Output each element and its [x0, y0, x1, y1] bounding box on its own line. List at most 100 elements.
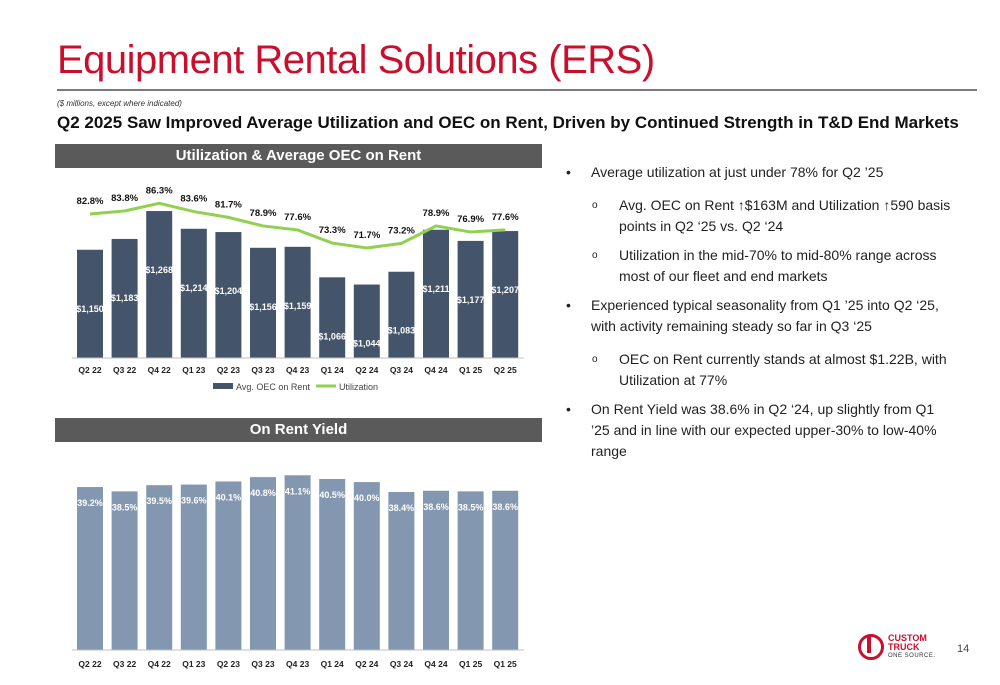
title-divider — [57, 89, 977, 91]
oec-bar — [215, 232, 242, 358]
x-tick-label: Q2 22 — [78, 365, 101, 375]
logo-one-icon — [867, 637, 871, 653]
yield-bar-label: 40.8% — [250, 488, 276, 498]
utilization-label: 81.7% — [215, 199, 242, 210]
yield-bar — [319, 478, 346, 650]
legend-utilization-label: Utilization — [339, 382, 378, 392]
oec-bar-label: $1,268 — [145, 265, 173, 275]
yield-bar — [146, 485, 173, 650]
bullet-icon: • — [566, 297, 571, 313]
logo-wordmark: CUSTOM TRUCK — [888, 634, 927, 652]
bullet-item: • Average utilization at just under 78% f… — [566, 162, 956, 183]
sub-bullet-text: Avg. OEC on Rent ↑$163M and Utilization … — [619, 197, 951, 234]
yield-bar-label: 38.5% — [112, 502, 138, 512]
oec-bar-label: $1,150 — [76, 304, 104, 314]
x-tick-label: Q2 24 — [355, 659, 378, 669]
bullet-item: • On Rent Yield was 38.6% in Q2 ‘24, up s… — [566, 399, 956, 462]
x-tick-label: Q2 23 — [217, 659, 240, 669]
x-tick-label: Q4 23 — [286, 659, 309, 669]
x-tick-label: Q1 25 — [494, 659, 517, 669]
oec-bar — [423, 229, 449, 358]
x-tick-label: Q4 24 — [424, 365, 447, 375]
yield-bar — [180, 484, 207, 650]
commentary-bullets: • Average utilization at just under 78% f… — [566, 162, 956, 474]
bullet-icon: • — [566, 164, 571, 180]
yield-bar-label: 40.5% — [319, 490, 345, 500]
yield-bar — [388, 492, 415, 650]
x-tick-label: Q3 22 — [113, 659, 136, 669]
legend-oec-swatch — [213, 383, 233, 389]
utilization-label: 73.3% — [319, 225, 346, 236]
oec-bar-label: $1,214 — [180, 283, 208, 293]
yield-bar — [111, 491, 138, 650]
x-tick-label: Q3 23 — [251, 659, 274, 669]
yield-bar — [423, 490, 449, 650]
yield-bar — [250, 477, 276, 650]
yield-chart-title: On Rent Yield — [55, 418, 542, 442]
logo-line1: CUSTOM — [888, 633, 927, 643]
utilization-label: 86.3% — [146, 185, 173, 196]
yield-bar-label: 39.6% — [181, 496, 207, 506]
yield-bar-label: 39.2% — [77, 498, 103, 508]
utilization-label: 77.6% — [492, 212, 519, 223]
bullet-text: Experienced typical seasonality from Q1 … — [591, 297, 939, 334]
utilization-chart-title: Utilization & Average OEC on Rent — [55, 144, 542, 168]
utilization-label: 71.7% — [353, 230, 380, 241]
yield-bar — [353, 482, 380, 650]
x-tick-label: Q2 23 — [217, 365, 240, 375]
yield-bar-label: 38.6% — [492, 502, 518, 512]
oec-bar-label: $1,177 — [457, 295, 485, 305]
oec-bar-label: $1,066 — [318, 331, 346, 341]
x-tick-label: Q3 24 — [390, 659, 413, 669]
utilization-label: 78.9% — [423, 208, 450, 219]
x-tick-label: Q4 22 — [148, 659, 171, 669]
yield-bar-label: 38.4% — [389, 503, 415, 513]
oec-bar — [250, 247, 276, 358]
logo-ring-icon — [858, 634, 884, 660]
x-tick-label: Q2 25 — [494, 365, 517, 375]
x-tick-label: Q1 25 — [459, 659, 482, 669]
sub-bullet-text: OEC on Rent currently stands at almost $… — [619, 351, 947, 388]
oec-bar — [319, 277, 346, 358]
sub-bullet-icon: o — [592, 354, 598, 365]
utilization-label: 77.6% — [284, 212, 311, 223]
sub-bullet-icon: o — [592, 200, 598, 211]
oec-bar — [284, 246, 311, 358]
x-tick-label: Q4 23 — [286, 365, 309, 375]
bullet-text: On Rent Yield was 38.6% in Q2 ‘24, up sl… — [591, 401, 937, 459]
x-tick-label: Q2 24 — [355, 365, 378, 375]
x-tick-label: Q3 23 — [251, 365, 274, 375]
x-tick-label: Q1 24 — [321, 659, 344, 669]
sub-bullet-item: o OEC on Rent currently stands at almost … — [566, 349, 956, 391]
legend-oec-label: Avg. OEC on Rent — [236, 382, 310, 392]
x-tick-label: Q1 23 — [182, 659, 205, 669]
utilization-label: 73.2% — [388, 225, 415, 236]
yield-bar-label: 38.5% — [458, 502, 484, 512]
x-tick-label: Q4 22 — [148, 365, 171, 375]
oec-bar — [180, 228, 207, 358]
oec-bar-label: $1,156 — [249, 302, 277, 312]
slide-subtitle: Q2 2025 Saw Improved Average Utilization… — [57, 113, 959, 132]
oec-bar — [146, 211, 173, 358]
utilization-label: 76.9% — [457, 214, 484, 225]
oec-bar — [111, 238, 138, 358]
logo-line2: TRUCK — [888, 642, 920, 652]
utilization-label: 78.9% — [250, 208, 277, 219]
x-tick-label: Q3 24 — [390, 365, 413, 375]
oec-bar-label: $1,204 — [215, 286, 243, 296]
oec-bar — [353, 284, 380, 358]
oec-bar-label: $1,183 — [111, 293, 139, 303]
yield-bar — [284, 475, 311, 650]
oec-bar-label: $1,207 — [491, 285, 519, 295]
oec-bar-label: $1,044 — [353, 339, 381, 349]
yield-bar-label: 40.0% — [354, 493, 380, 503]
yield-bar — [215, 481, 242, 650]
utilization-line — [89, 201, 506, 250]
x-tick-label: Q2 22 — [78, 659, 101, 669]
utilization-label: 82.8% — [77, 196, 104, 207]
oec-bar-label: $1,159 — [284, 301, 312, 311]
yield-bar — [457, 491, 484, 650]
oec-bar — [457, 240, 484, 358]
yield-bar-label: 38.6% — [423, 502, 449, 512]
